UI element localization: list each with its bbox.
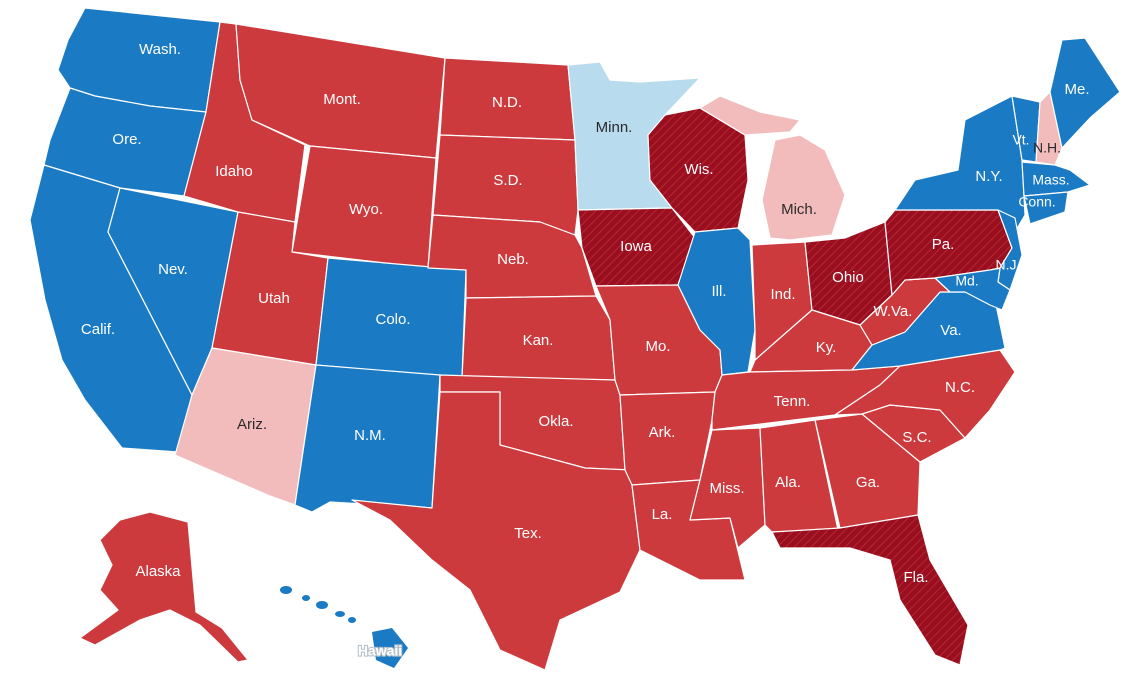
label-iowa: Iowa <box>620 238 652 255</box>
state-hawaii[interactable] <box>280 586 408 668</box>
label-california: Calif. <box>81 321 115 338</box>
label-north-dakota: N.D. <box>492 94 522 111</box>
label-maryland: Md. <box>955 273 978 289</box>
label-new-hampshire: N.H. <box>1033 140 1061 156</box>
label-utah: Utah <box>258 290 290 307</box>
label-nebraska: Neb. <box>497 251 529 268</box>
state-florida[interactable] <box>771 514 969 666</box>
label-michigan: Mich. <box>781 201 817 218</box>
label-new-york: N.Y. <box>975 168 1002 185</box>
label-illinois: Ill. <box>712 283 727 300</box>
label-oklahoma: Okla. <box>538 413 573 430</box>
label-arkansas: Ark. <box>649 424 676 441</box>
label-alaska: Alaska <box>135 563 181 580</box>
state-michigan[interactable] <box>761 134 846 241</box>
state-new-hampshire[interactable] <box>1035 91 1063 166</box>
label-tennessee: Tenn. <box>774 393 811 410</box>
label-washington: Wash. <box>139 41 181 58</box>
label-new-mexico: N.M. <box>354 427 386 444</box>
label-vermont: Vt. <box>1012 132 1029 148</box>
label-hawaii: Hawaii <box>358 643 402 659</box>
label-georgia: Ga. <box>856 474 880 491</box>
label-montana: Mont. <box>323 91 361 108</box>
state-north-carolina[interactable] <box>834 349 1016 439</box>
label-wyoming: Wyo. <box>349 201 383 218</box>
label-texas: Tex. <box>514 525 542 542</box>
label-massachusetts: Mass. <box>1032 172 1069 188</box>
label-oregon: Ore. <box>112 131 141 148</box>
label-north-carolina: N.C. <box>945 379 975 396</box>
label-south-dakota: S.D. <box>493 172 522 189</box>
label-new-jersey: N.J. <box>996 257 1021 273</box>
label-wisconsin: Wis. <box>684 161 713 178</box>
label-ohio: Ohio <box>832 269 864 286</box>
label-pennsylvania: Pa. <box>932 236 955 253</box>
state-texas[interactable] <box>351 391 641 671</box>
label-missouri: Mo. <box>645 338 670 355</box>
label-south-carolina: S.C. <box>902 429 931 446</box>
state-maine[interactable] <box>1049 37 1121 149</box>
label-mississippi: Miss. <box>710 480 745 497</box>
label-alabama: Ala. <box>775 474 801 491</box>
label-colorado: Colo. <box>375 311 410 328</box>
label-connecticut: Conn. <box>1018 194 1055 210</box>
label-louisiana: La. <box>652 506 673 523</box>
state-alaska[interactable] <box>79 511 249 663</box>
label-minnesota: Minn. <box>596 119 633 136</box>
label-kansas: Kan. <box>523 332 554 349</box>
label-maine: Me. <box>1064 81 1089 98</box>
state-michigan-upper[interactable] <box>699 95 801 136</box>
label-indiana: Ind. <box>770 286 795 303</box>
label-florida: Fla. <box>903 569 928 586</box>
label-virginia: Va. <box>940 322 961 339</box>
label-nevada: Nev. <box>158 261 188 278</box>
label-idaho: Idaho <box>215 163 253 180</box>
state-maryland[interactable] <box>934 267 1011 311</box>
label-west-virginia: W.Va. <box>874 303 913 320</box>
label-arizona: Ariz. <box>237 416 267 433</box>
label-kentucky: Ky. <box>816 339 837 356</box>
state-georgia[interactable] <box>814 413 921 529</box>
state-connecticut[interactable] <box>1023 191 1069 225</box>
